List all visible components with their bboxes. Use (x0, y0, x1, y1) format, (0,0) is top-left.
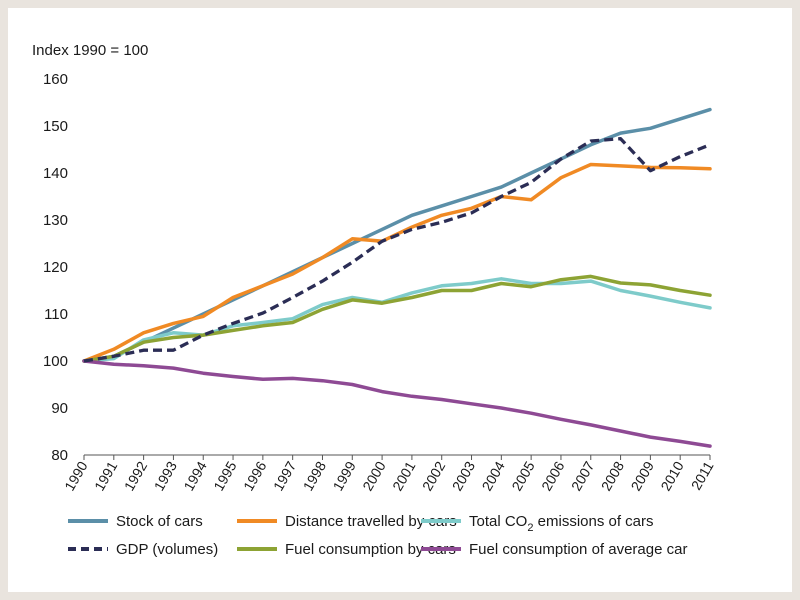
y-tick-label: 100 (43, 353, 68, 370)
series-line (82, 274, 712, 363)
chart-card: Index 1990 = 100 80 90 100 110 120 130 140 150 1… (8, 8, 792, 592)
x-tick-label: 1992 (121, 458, 151, 493)
series-line (82, 277, 712, 363)
x-tick-label: 1999 (329, 458, 359, 493)
x-axis: 1990 1991 1992 1993 1994 1995 1996 1997 1998 1999… (61, 454, 717, 493)
x-tick-label: 2008 (598, 458, 628, 493)
x-tick-label: 2003 (449, 458, 479, 493)
y-tick-label: 120 (43, 259, 68, 276)
y-tick-label: 140 (43, 165, 68, 182)
x-tick-label: 1996 (240, 458, 270, 493)
y-tick-label: 110 (44, 306, 68, 323)
x-tick-label: 2000 (359, 458, 389, 493)
y-tick-label: 130 (43, 212, 68, 229)
y-tick-label: 160 (43, 71, 68, 88)
series-line (83, 137, 711, 363)
x-tick-label: 1997 (270, 458, 300, 493)
x-tick-label: 2009 (628, 458, 658, 493)
y-axis: 80 90 100 110 120 130 140 150 160 (43, 71, 68, 464)
x-tick-label: 1993 (151, 458, 181, 493)
series-lines (82, 107, 712, 448)
x-tick-label: 1994 (180, 458, 210, 493)
line-chart: Index 1990 = 100 80 90 100 110 120 130 140 150 1… (32, 42, 717, 558)
legend-label: Stock of cars (116, 513, 203, 530)
unit-label: Index 1990 = 100 (32, 42, 148, 59)
x-tick-label: 2004 (478, 458, 508, 493)
y-tick-label: 80 (51, 447, 68, 464)
legend-label: GDP (volumes) (116, 541, 218, 558)
x-tick-label: 2001 (389, 458, 419, 493)
x-tick-label: 1998 (300, 458, 330, 493)
series-line (82, 359, 712, 448)
x-tick-label: 2010 (657, 458, 687, 493)
legend: Stock of cars Distance travelled by cars T… (68, 513, 687, 558)
legend-label: Fuel consumption by cars (285, 541, 456, 558)
x-tick-label: 2007 (568, 458, 598, 493)
x-tick-label: 2005 (508, 458, 538, 493)
x-tick-label: 2006 (538, 458, 568, 493)
legend-label: Fuel consumption of average car (469, 541, 687, 558)
y-tick-label: 150 (43, 118, 68, 135)
x-tick-label: 1995 (210, 458, 240, 493)
x-tick-label: 2002 (419, 458, 449, 493)
legend-label: Total CO2 emissions of cars (469, 513, 654, 534)
y-tick-label: 90 (51, 400, 68, 417)
legend-label: Distance travelled by cars (285, 513, 457, 530)
x-tick-label: 2011 (688, 458, 717, 492)
x-tick-label: 1991 (91, 458, 121, 493)
